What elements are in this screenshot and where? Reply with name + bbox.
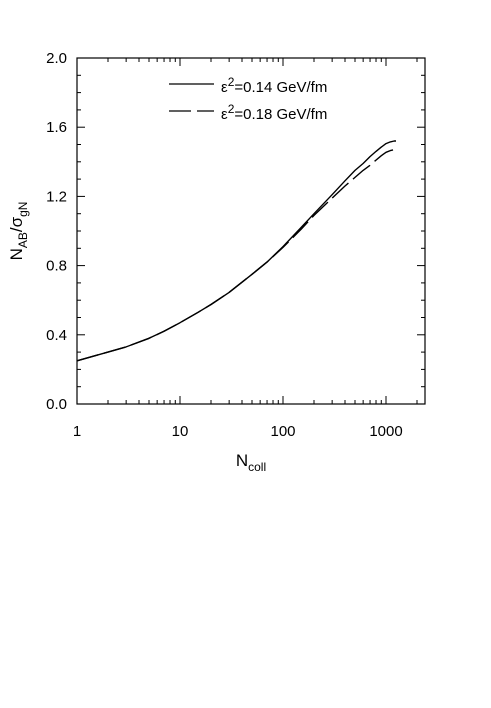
- y-tick-label: 0.0: [46, 396, 67, 413]
- x-tick-label: 1: [73, 423, 81, 440]
- y-axis-title-main: N: [7, 248, 26, 260]
- legend-label-1-sup: 2: [228, 75, 235, 89]
- y-tick-label: 0.4: [46, 327, 67, 344]
- y-tick-label: 1.6: [46, 119, 67, 136]
- legend-label-2-eps: ε: [221, 106, 228, 123]
- legend-label-2-sup: 2: [228, 102, 235, 116]
- legend: ε2=0.14 GeV/fm ε2=0.18 GeV/fm: [169, 75, 327, 123]
- x-axis-title-sub: coll: [248, 460, 266, 474]
- x-tick-label: 1000: [369, 423, 402, 440]
- x-tick-label: 10: [172, 423, 189, 440]
- curve-series-1: [76, 140, 396, 362]
- x-tick-label: 100: [270, 423, 295, 440]
- tick-labels: 1 10 100 1000 0.0 0.4 0.8 1.2 1.6 2.0: [46, 50, 403, 440]
- y-tick-label: 1.2: [46, 188, 67, 205]
- y-axis-title-sep: /σ: [7, 216, 26, 232]
- axis-ticks: [76, 57, 425, 405]
- legend-label-1: ε2=0.14 GeV/fm: [221, 75, 327, 96]
- legend-label-2: ε2=0.18 GeV/fm: [221, 102, 327, 123]
- x-axis-title-main: N: [236, 451, 248, 470]
- x-axis-title: Ncoll: [236, 451, 266, 474]
- y-axis-title-sub2: gN: [16, 202, 30, 217]
- curves: [76, 140, 396, 362]
- legend-label-1-rest: =0.14 GeV/fm: [234, 79, 327, 96]
- curve-series-2: [76, 149, 396, 362]
- legend-label-1-eps: ε: [221, 79, 228, 96]
- y-axis-title-sub1: AB: [16, 232, 30, 248]
- y-axis-title: NAB/σgN: [7, 202, 30, 261]
- legend-label-2-rest: =0.18 GeV/fm: [234, 106, 327, 123]
- y-tick-label: 0.8: [46, 258, 67, 275]
- y-tick-label: 2.0: [46, 50, 67, 67]
